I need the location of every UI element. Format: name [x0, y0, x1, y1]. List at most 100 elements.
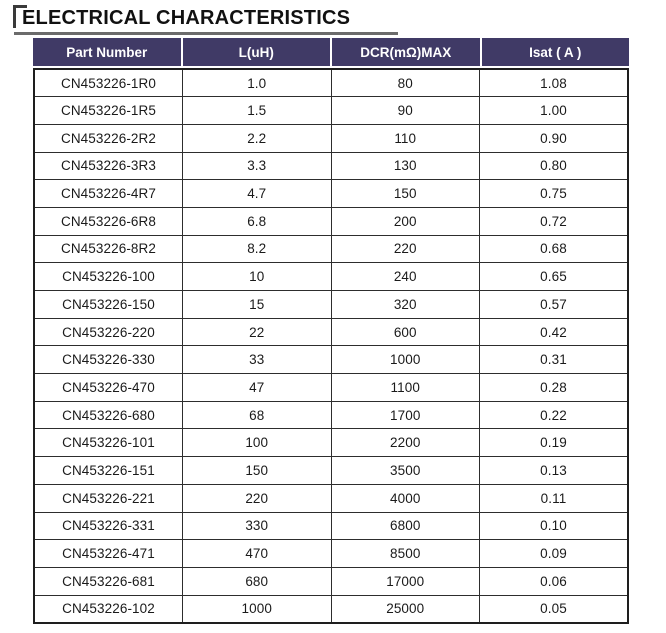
dcr-cell: 4000	[330, 483, 480, 513]
inductance-cell: 330	[182, 511, 332, 541]
isat-cell: 0.72	[479, 206, 629, 236]
isat-cell: 0.80	[479, 151, 629, 181]
dcr-cell: 90	[330, 96, 480, 125]
part-number-cell: CN453226-1R5	[33, 96, 183, 125]
page-title: ELECTRICAL CHARACTERISTICS	[22, 7, 351, 29]
title-row: ELECTRICAL CHARACTERISTICS	[13, 3, 403, 30]
inductance-cell: 4.7	[182, 179, 332, 208]
electrical-characteristics-table: Part Number L(uH) DCR(mΩ)MAX Isat ( A ) …	[33, 38, 629, 624]
inductance-cell: 680	[182, 566, 332, 596]
isat-cell: 0.22	[479, 400, 629, 430]
inductance-cell: 3.3	[182, 151, 332, 181]
title-underline	[14, 32, 398, 35]
dcr-cell: 17000	[330, 566, 480, 596]
table-row: CN453226-681 680 17000 0.06	[33, 566, 629, 596]
table-data-grid: CN453226-1R0 1.0 80 1.08 CN453226-1R5 1.5 90 1.…	[33, 68, 629, 624]
column-header-dcr-max: DCR(mΩ)MAX	[332, 38, 482, 66]
isat-cell: 0.11	[479, 483, 629, 513]
part-number-cell: CN453226-220	[33, 317, 183, 347]
dcr-cell: 240	[330, 262, 480, 291]
isat-cell: 0.65	[479, 262, 629, 291]
isat-cell: 0.09	[479, 539, 629, 568]
part-number-cell: CN453226-150	[33, 290, 183, 319]
dcr-cell: 200	[330, 206, 480, 236]
table-row: CN453226-331 330 6800 0.10	[33, 511, 629, 541]
table-row: CN453226-220 22 600 0.42	[33, 317, 629, 347]
isat-cell: 0.05	[479, 594, 629, 624]
inductance-cell: 150	[182, 456, 332, 485]
inductance-cell: 22	[182, 317, 332, 347]
part-number-cell: CN453226-8R2	[33, 234, 183, 264]
corner-bracket-icon	[13, 5, 27, 28]
part-number-cell: CN453226-4R7	[33, 179, 183, 208]
inductance-cell: 1000	[182, 594, 332, 624]
isat-cell: 0.28	[479, 373, 629, 402]
title-block: ELECTRICAL CHARACTERISTICS	[13, 3, 403, 35]
dcr-cell: 25000	[330, 594, 480, 624]
column-header-part-number: Part Number	[33, 38, 183, 66]
table-row: CN453226-100 10 240 0.65	[33, 262, 629, 291]
inductance-cell: 2.2	[182, 123, 332, 153]
table-row: CN453226-1R5 1.5 90 1.00	[33, 96, 629, 125]
part-number-cell: CN453226-681	[33, 566, 183, 596]
dcr-cell: 600	[330, 317, 480, 347]
inductance-cell: 220	[182, 483, 332, 513]
isat-cell: 0.90	[479, 123, 629, 153]
isat-cell: 1.00	[479, 96, 629, 125]
part-number-cell: CN453226-6R8	[33, 206, 183, 236]
dcr-cell: 1100	[330, 373, 480, 402]
part-number-cell: CN453226-680	[33, 400, 183, 430]
part-number-cell: CN453226-1R0	[33, 68, 183, 98]
part-number-cell: CN453226-100	[33, 262, 183, 291]
table-header-row: Part Number L(uH) DCR(mΩ)MAX Isat ( A )	[33, 38, 629, 66]
part-number-cell: CN453226-102	[33, 594, 183, 624]
isat-cell: 0.06	[479, 566, 629, 596]
isat-cell: 0.10	[479, 511, 629, 541]
dcr-cell: 320	[330, 290, 480, 319]
inductance-cell: 1.5	[182, 96, 332, 125]
dcr-cell: 8500	[330, 539, 480, 568]
inductance-cell: 68	[182, 400, 332, 430]
part-number-cell: CN453226-470	[33, 373, 183, 402]
dcr-cell: 220	[330, 234, 480, 264]
dcr-cell: 150	[330, 179, 480, 208]
isat-cell: 0.68	[479, 234, 629, 264]
dcr-cell: 6800	[330, 511, 480, 541]
table-row: CN453226-150 15 320 0.57	[33, 290, 629, 319]
dcr-cell: 1700	[330, 400, 480, 430]
inductance-cell: 470	[182, 539, 332, 568]
table-row: CN453226-6R8 6.8 200 0.72	[33, 206, 629, 236]
dcr-cell: 110	[330, 123, 480, 153]
table-row: CN453226-151 150 3500 0.13	[33, 456, 629, 485]
inductance-cell: 10	[182, 262, 332, 291]
dcr-cell: 2200	[330, 428, 480, 458]
isat-cell: 0.31	[479, 345, 629, 375]
table-row: CN453226-470 47 1100 0.28	[33, 373, 629, 402]
inductance-cell: 8.2	[182, 234, 332, 264]
column-header-inductance: L(uH)	[182, 38, 332, 66]
table-body: CN453226-1R0 1.0 80 1.08 CN453226-1R5 1.5 90 1.…	[33, 68, 629, 624]
part-number-cell: CN453226-331	[33, 511, 183, 541]
inductance-cell: 33	[182, 345, 332, 375]
part-number-cell: CN453226-3R3	[33, 151, 183, 181]
part-number-cell: CN453226-2R2	[33, 123, 183, 153]
table-row: CN453226-8R2 8.2 220 0.68	[33, 234, 629, 264]
part-number-cell: CN453226-101	[33, 428, 183, 458]
isat-cell: 0.13	[479, 456, 629, 485]
column-header-isat: Isat ( A )	[481, 38, 629, 66]
table-row: CN453226-680 68 1700 0.22	[33, 400, 629, 430]
isat-cell: 0.57	[479, 290, 629, 319]
inductance-cell: 1.0	[182, 68, 332, 98]
table-row: CN453226-2R2 2.2 110 0.90	[33, 123, 629, 153]
part-number-cell: CN453226-151	[33, 456, 183, 485]
dcr-cell: 1000	[330, 345, 480, 375]
inductance-cell: 100	[182, 428, 332, 458]
table-row: CN453226-101 100 2200 0.19	[33, 428, 629, 458]
part-number-cell: CN453226-330	[33, 345, 183, 375]
dcr-cell: 3500	[330, 456, 480, 485]
inductance-cell: 6.8	[182, 206, 332, 236]
dcr-cell: 80	[330, 68, 480, 98]
part-number-cell: CN453226-471	[33, 539, 183, 568]
dcr-cell: 130	[330, 151, 480, 181]
